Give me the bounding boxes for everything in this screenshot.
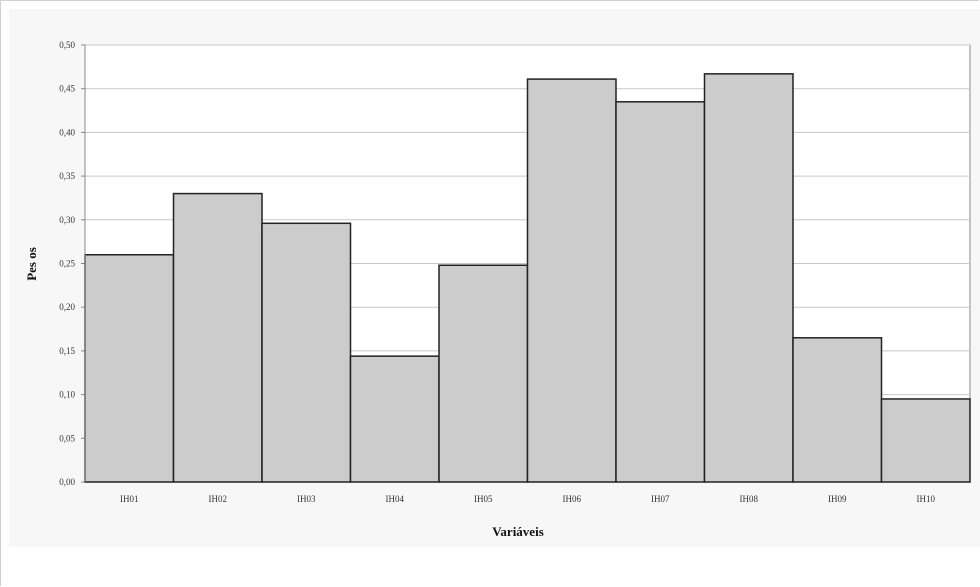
y-tick-label: 0,35	[59, 171, 75, 181]
bar-ih05	[438, 264, 529, 483]
y-tick-label: 0,45	[59, 84, 75, 94]
bar-ih07	[615, 101, 706, 483]
y-tick-label: 0,20	[59, 302, 75, 312]
x-tick-label: IH08	[740, 494, 759, 504]
bar-ih02	[172, 192, 263, 483]
x-tick-label: IH04	[386, 494, 405, 504]
x-axis-title: Variáveis	[492, 524, 544, 539]
bar-ih04	[349, 355, 440, 483]
bar-ih03	[261, 222, 352, 483]
x-tick-label: IH02	[209, 494, 228, 504]
bar-ih06	[526, 78, 617, 483]
bar-ih09	[792, 337, 883, 483]
x-tick-label: IH06	[563, 494, 582, 504]
y-tick-label: 0,00	[59, 477, 75, 487]
y-tick-label: 0,30	[59, 215, 75, 225]
y-tick-label: 0,50	[59, 40, 75, 50]
bar-ih08	[703, 73, 794, 483]
y-tick-label: 0,15	[59, 346, 75, 356]
x-tick-label: IH10	[917, 494, 936, 504]
x-tick-label: IH09	[828, 494, 847, 504]
bar-ih01	[84, 254, 175, 483]
y-axis-ticks: 0,00 0,05 0,10 0,15 0,20 0,25 0,30 0,35 0,40 0,45…	[59, 40, 85, 487]
x-tick-label: IH05	[474, 494, 493, 504]
y-axis-title: Pes os	[24, 247, 39, 281]
x-tick-label: IH01	[120, 494, 139, 504]
bars	[84, 73, 971, 483]
y-tick-label: 0,05	[59, 433, 75, 443]
y-tick-label: 0,10	[59, 390, 75, 400]
y-tick-label: 0,25	[59, 259, 75, 269]
x-axis-ticks: IH01 IH02 IH03 IH04 IH05 IH06 IH07 IH08 IH09 IH10	[120, 494, 935, 504]
bar-ih10	[880, 398, 971, 483]
x-tick-label: IH03	[297, 494, 316, 504]
x-tick-label: IH07	[651, 494, 670, 504]
y-tick-label: 0,40	[59, 127, 75, 137]
